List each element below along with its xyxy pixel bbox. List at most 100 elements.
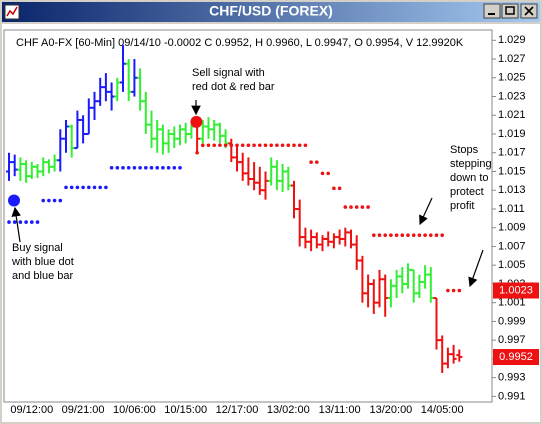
stop-dot — [69, 185, 74, 190]
stop-dot — [212, 143, 216, 148]
stop-dot — [406, 233, 410, 238]
annotation: protect — [450, 186, 484, 198]
stop-dot — [166, 165, 171, 170]
stop-dot — [423, 233, 427, 238]
x-tick-label: 13/20:00 — [369, 404, 412, 416]
annotation-arrow — [11, 206, 21, 243]
stop-dot — [434, 233, 439, 238]
stop-dot — [440, 233, 445, 238]
stop-dot — [400, 233, 405, 238]
y-tick-label: 1.017 — [498, 147, 526, 159]
stop-dot — [235, 143, 239, 148]
stop-dot — [389, 233, 393, 238]
stop-dot — [343, 205, 348, 209]
stop-dot — [132, 165, 137, 170]
stop-dot — [263, 143, 268, 148]
stop-dot — [354, 205, 359, 209]
stop-dot — [320, 171, 325, 176]
price-box-label: 0.9952 — [499, 351, 533, 363]
annotation-arrow — [419, 197, 433, 226]
stop-dot — [52, 198, 57, 203]
stop-dot — [104, 185, 108, 190]
stop-dot — [121, 165, 125, 170]
stop-dot — [206, 143, 211, 148]
x-tick-label: 14/05:00 — [421, 404, 464, 416]
annotation: down to — [450, 172, 489, 184]
stop-dot — [98, 185, 102, 190]
stop-dot — [161, 165, 165, 170]
y-tick-label: 1.027 — [498, 53, 526, 65]
stop-dot — [258, 143, 262, 148]
y-tick-label: 1.009 — [498, 222, 526, 234]
window-title: CHF/USD (FOREX) — [209, 3, 333, 19]
stop-dot — [58, 198, 63, 203]
plot-frame — [3, 29, 493, 403]
annotation-arrow — [468, 249, 484, 288]
stop-dot — [332, 186, 336, 191]
stop-dot — [383, 233, 388, 238]
signal-dot — [8, 194, 20, 207]
stop-dot — [394, 233, 399, 238]
y-tick-label: 1.025 — [498, 72, 526, 84]
stop-dot — [372, 233, 376, 238]
price-box — [493, 282, 539, 299]
x-tick-label: 09/21:00 — [62, 404, 105, 416]
x-tick-label: 10/06:00 — [113, 404, 156, 416]
stop-dot — [35, 220, 40, 224]
y-tick-label: 1.029 — [498, 34, 526, 46]
y-tick-label: 1.021 — [498, 109, 526, 121]
y-tick-label: 0.991 — [498, 390, 526, 402]
stop-dot — [366, 205, 370, 209]
x-tick-label: 09/12:00 — [10, 404, 53, 416]
stop-dot — [87, 185, 91, 190]
stop-dot — [18, 220, 23, 224]
stop-dot — [223, 143, 228, 148]
stop-dot — [429, 233, 433, 238]
price-box — [493, 349, 539, 366]
stop-dot — [315, 160, 319, 164]
stop-dot — [349, 205, 353, 209]
annotation: profit — [450, 200, 474, 212]
x-tick-label: 13/02:00 — [267, 404, 310, 416]
stop-dot — [446, 288, 450, 293]
stop-dot — [178, 165, 182, 170]
signal-dot — [190, 115, 203, 128]
window-icon — [4, 4, 20, 20]
stop-dot — [286, 143, 291, 148]
minimize-button[interactable] — [483, 3, 501, 19]
title-bar — [2, 2, 540, 22]
stop-dot — [309, 160, 313, 164]
stop-dot — [275, 143, 279, 148]
x-tick-label: 12/17:00 — [216, 404, 259, 416]
y-tick-label: 1.001 — [498, 297, 526, 309]
stop-dot — [30, 220, 34, 224]
annotation: Sell signal with — [192, 67, 265, 79]
price-box-label: 1.0023 — [499, 284, 533, 296]
y-tick-label: 1.023 — [498, 90, 526, 102]
x-tick-label: 10/15:00 — [164, 404, 207, 416]
y-tick-label: 1.005 — [498, 259, 526, 271]
stop-dot — [377, 233, 382, 238]
y-tick-label: 1.019 — [498, 128, 526, 140]
y-tick-label: 1.007 — [498, 240, 526, 252]
y-tick-label: 0.993 — [498, 372, 526, 384]
stop-dot — [252, 143, 256, 148]
stop-dot — [126, 165, 131, 170]
stop-dot — [269, 143, 274, 148]
y-tick-label: 1.015 — [498, 165, 526, 177]
annotation: stepping — [450, 158, 492, 170]
chart-header: CHF A0-FX [60-Min] 09/14/10 -0.0002 C 0.… — [16, 37, 464, 49]
stop-dot — [303, 143, 308, 148]
stop-dot — [81, 185, 85, 190]
chart-panel — [2, 24, 540, 422]
stop-dot — [240, 143, 245, 148]
stop-dot — [144, 165, 148, 170]
annotation: red dot & red bar — [192, 81, 275, 93]
stop-dot — [24, 220, 28, 224]
stop-dot — [92, 185, 97, 190]
maximize-button[interactable] — [501, 3, 519, 19]
stop-dot — [280, 143, 285, 148]
stop-dot — [12, 220, 17, 224]
close-button[interactable] — [520, 3, 538, 19]
